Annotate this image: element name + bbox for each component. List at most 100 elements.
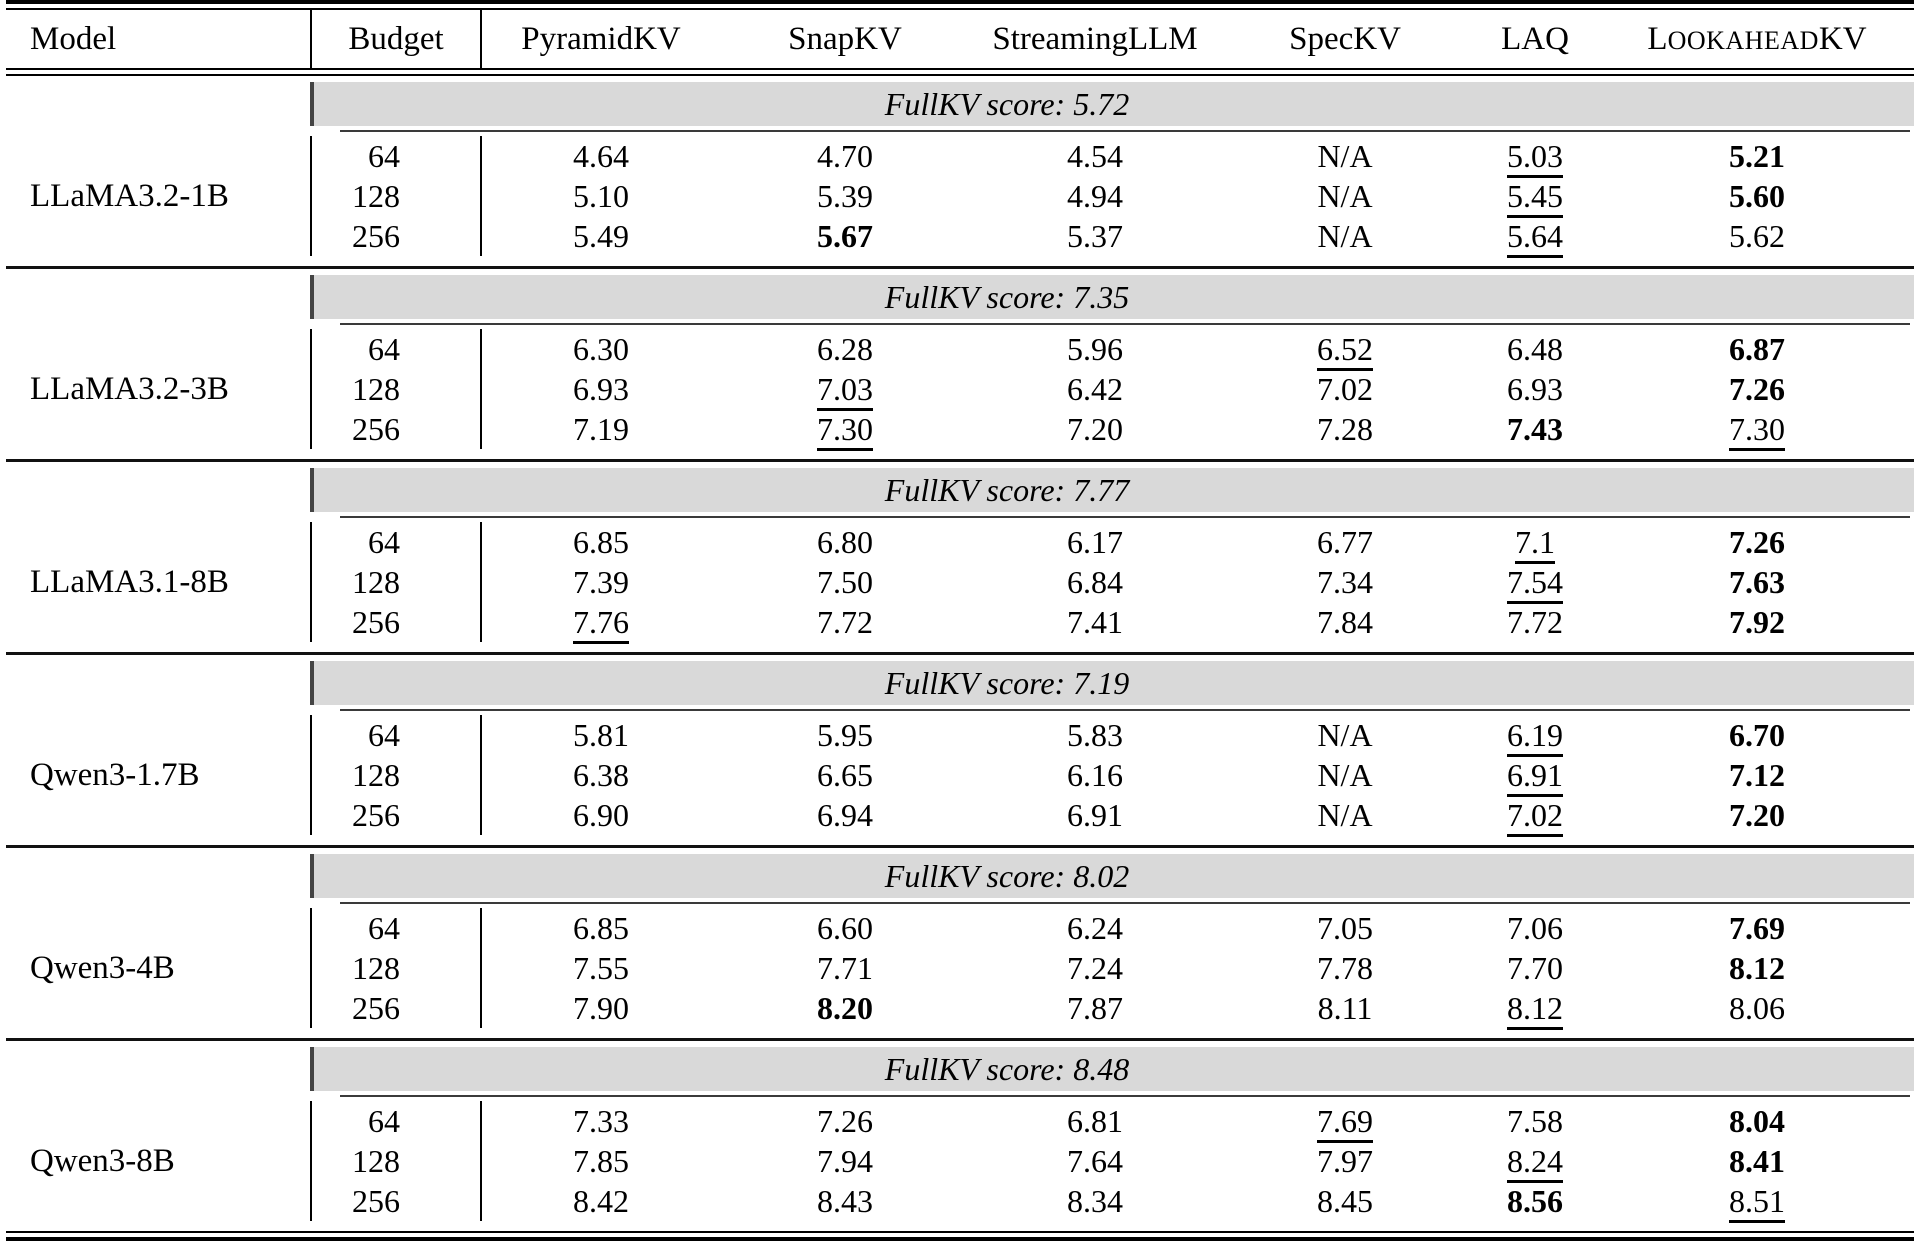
score-cell: 6.42 (970, 369, 1220, 409)
table-row: 256 6.90 6.94 6.91 N/A 7.02 7.20 (310, 795, 1914, 837)
score-cell: 7.20 (970, 409, 1220, 449)
score-value: 6.91 (1507, 757, 1563, 797)
score-value: 5.49 (573, 218, 629, 254)
table-row: 128 7.55 7.71 7.24 7.78 7.70 8.12 (310, 948, 1914, 988)
score-cell: 6.85 (480, 908, 720, 948)
score-cell: 6.91 (1470, 755, 1600, 797)
score-cell: 8.43 (720, 1181, 970, 1221)
budget-value: 128 (310, 948, 480, 988)
fullkv-band: FullKV score: 7.35 (310, 275, 1914, 319)
score-cell: 7.26 (1600, 369, 1914, 409)
model-section: FullKV score: 8.48 Qwen3-8B 64 7.33 7.26 6.… (6, 1047, 1914, 1241)
model-section: FullKV score: 8.02 Qwen3-4B 64 6.85 6.60 6.… (6, 854, 1914, 1041)
section-rows: LLaMA3.2-3B 64 6.30 6.28 5.96 6.52 6.48 6.87 12… (6, 329, 1914, 459)
model-name: Qwen3-4B (30, 949, 175, 986)
col-header-snapkv: SnapKV (788, 21, 902, 57)
score-value: 5.03 (1507, 138, 1563, 178)
score-value: 7.41 (1067, 604, 1123, 640)
score-value: 7.1 (1515, 524, 1555, 564)
score-value: 5.96 (1067, 331, 1123, 367)
score-cell: N/A (1220, 795, 1470, 835)
budget-value: 64 (310, 522, 480, 562)
score-cell: N/A (1220, 176, 1470, 216)
score-cell: 7.28 (1220, 409, 1470, 449)
fullkv-band-row: FullKV score: 8.02 (6, 854, 1914, 898)
section-rows: Qwen3-8B 64 7.33 7.26 6.81 7.69 7.58 8.04 128 7.… (6, 1101, 1914, 1231)
fullkv-band: FullKV score: 8.02 (310, 854, 1914, 898)
score-value: 7.50 (817, 564, 873, 600)
score-value: 6.17 (1067, 524, 1123, 560)
model-section: FullKV score: 7.19 Qwen3-1.7B 64 5.81 5.95… (6, 661, 1914, 848)
score-value: 7.70 (1507, 950, 1563, 986)
table-row: 256 8.42 8.43 8.34 8.45 8.56 8.51 (310, 1181, 1914, 1223)
score-cell: 7.20 (1600, 795, 1914, 835)
score-cell: 8.04 (1600, 1101, 1914, 1141)
score-value: 7.87 (1067, 990, 1123, 1026)
score-value: 7.02 (1507, 797, 1563, 837)
score-cell: 6.85 (480, 522, 720, 562)
score-value: N/A (1317, 178, 1373, 214)
score-cell: 6.94 (720, 795, 970, 835)
score-cell: 7.72 (1470, 602, 1600, 642)
budget-value: 64 (310, 329, 480, 369)
score-cell: 7.24 (970, 948, 1220, 988)
score-value: 7.76 (573, 604, 629, 644)
fullkv-band-row: FullKV score: 7.35 (6, 275, 1914, 319)
results-table: Model Budget PyramidKV SnapKV StreamingL… (6, 0, 1914, 1241)
budget-value: 64 (310, 136, 480, 176)
score-cell: 8.06 (1600, 988, 1914, 1028)
score-value: 7.26 (1729, 371, 1785, 407)
score-value: 5.45 (1507, 178, 1563, 218)
table-body: FullKV score: 5.72 LLaMA3.2-1B 64 4.64 4.7… (6, 82, 1914, 1241)
score-value: 7.20 (1729, 797, 1785, 833)
col-header-streamingllm: StreamingLLM (992, 21, 1198, 57)
score-value: 4.94 (1067, 178, 1123, 214)
table-header-row: Model Budget PyramidKV SnapKV StreamingL… (6, 10, 1914, 68)
score-cell: 5.21 (1600, 136, 1914, 176)
score-value: 4.54 (1067, 138, 1123, 174)
section-rows: Qwen3-1.7B 64 5.81 5.95 5.83 N/A 6.19 6.70 128 6… (6, 715, 1914, 845)
score-cell: 5.39 (720, 176, 970, 216)
score-value: 7.05 (1317, 910, 1373, 946)
score-value: 6.93 (573, 371, 629, 407)
score-cell: 7.1 (1470, 522, 1600, 564)
table-row: 128 7.85 7.94 7.64 7.97 8.24 8.41 (310, 1141, 1914, 1183)
score-cell: 7.70 (1470, 948, 1600, 988)
budget-value: 128 (310, 755, 480, 795)
score-cell: 7.05 (1220, 908, 1470, 948)
score-cell: 5.62 (1600, 216, 1914, 256)
score-value: 8.42 (573, 1183, 629, 1219)
lookahead-initial: L (1647, 21, 1668, 57)
score-value: 7.69 (1729, 910, 1785, 946)
band-spacer (6, 1047, 310, 1091)
score-value: 7.78 (1317, 950, 1373, 986)
score-cell: 6.52 (1220, 329, 1470, 371)
score-value: 8.11 (1317, 990, 1373, 1026)
score-cell: 6.81 (970, 1101, 1220, 1141)
score-value: 5.39 (817, 178, 873, 214)
col-header-lookaheadkv: LOOKAHEADKV (1600, 10, 1914, 68)
score-cell: 4.54 (970, 136, 1220, 176)
model-name: Qwen3-8B (30, 1142, 175, 1179)
fullkv-score-label: FullKV score: 8.02 (884, 858, 1130, 894)
fullkv-band-row: FullKV score: 5.72 (6, 82, 1914, 126)
score-cell: 7.63 (1600, 562, 1914, 602)
score-cell: 6.17 (970, 522, 1220, 562)
fullkv-score-label: FullKV score: 7.19 (884, 665, 1130, 701)
table-row: 64 6.30 6.28 5.96 6.52 6.48 6.87 (310, 329, 1914, 371)
score-cell: 6.80 (720, 522, 970, 562)
fullkv-score-label: FullKV score: 5.72 (884, 86, 1130, 122)
score-cell: 5.95 (720, 715, 970, 755)
fullkv-score-label: FullKV score: 7.77 (884, 472, 1130, 508)
score-cell: 7.85 (480, 1141, 720, 1181)
score-value: 6.42 (1067, 371, 1123, 407)
score-value: 7.39 (573, 564, 629, 600)
budget-value: 256 (310, 1181, 480, 1221)
score-cell: 7.43 (1470, 409, 1600, 449)
score-value: 7.30 (817, 411, 873, 451)
score-value: 4.64 (573, 138, 629, 174)
score-cell: 4.64 (480, 136, 720, 176)
score-value: 6.90 (573, 797, 629, 833)
score-cell: 8.56 (1470, 1181, 1600, 1221)
score-cell: 8.11 (1220, 988, 1470, 1028)
